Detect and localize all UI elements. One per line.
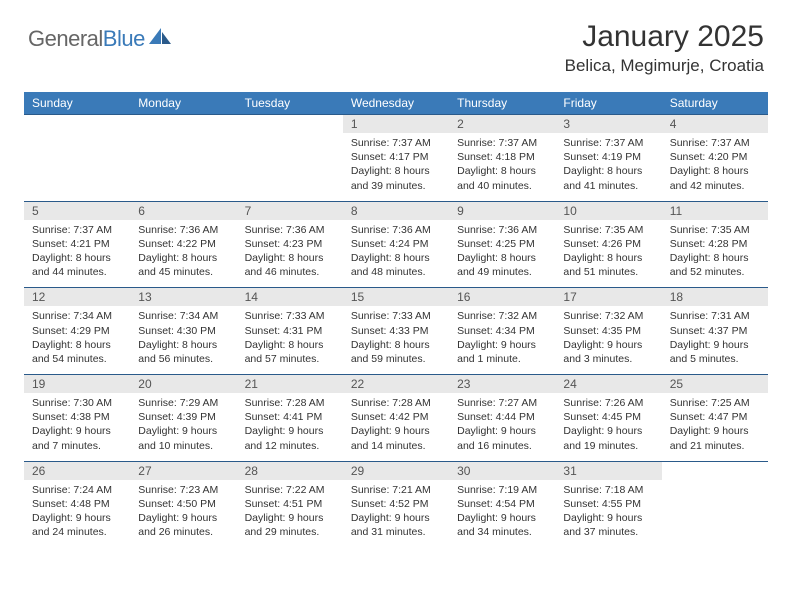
day-detail: Sunrise: 7:23 AMSunset: 4:50 PMDaylight:… bbox=[130, 480, 236, 548]
day-header-row: SundayMondayTuesdayWednesdayThursdayFrid… bbox=[24, 92, 768, 115]
empty-cell bbox=[24, 115, 130, 134]
day-number: 12 bbox=[24, 288, 130, 307]
day-number-row: 1234 bbox=[24, 115, 768, 134]
logo: GeneralBlue bbox=[28, 26, 173, 52]
day-number: 23 bbox=[449, 375, 555, 394]
logo-word-general: General bbox=[28, 26, 103, 51]
header: GeneralBlue January 2025 Belica, Megimur… bbox=[0, 0, 792, 84]
day-detail-row: Sunrise: 7:24 AMSunset: 4:48 PMDaylight:… bbox=[24, 480, 768, 548]
day-detail-row: Sunrise: 7:34 AMSunset: 4:29 PMDaylight:… bbox=[24, 306, 768, 374]
day-number: 4 bbox=[662, 115, 768, 134]
day-detail: Sunrise: 7:24 AMSunset: 4:48 PMDaylight:… bbox=[24, 480, 130, 548]
day-detail: Sunrise: 7:32 AMSunset: 4:34 PMDaylight:… bbox=[449, 306, 555, 374]
day-number: 17 bbox=[555, 288, 661, 307]
day-detail: Sunrise: 7:21 AMSunset: 4:52 PMDaylight:… bbox=[343, 480, 449, 548]
day-number: 9 bbox=[449, 201, 555, 220]
day-detail: Sunrise: 7:37 AMSunset: 4:19 PMDaylight:… bbox=[555, 133, 661, 201]
day-detail: Sunrise: 7:33 AMSunset: 4:31 PMDaylight:… bbox=[237, 306, 343, 374]
day-header: Thursday bbox=[449, 92, 555, 115]
day-number-row: 567891011 bbox=[24, 201, 768, 220]
day-number: 27 bbox=[130, 461, 236, 480]
day-detail-row: Sunrise: 7:30 AMSunset: 4:38 PMDaylight:… bbox=[24, 393, 768, 461]
day-number: 30 bbox=[449, 461, 555, 480]
day-number: 21 bbox=[237, 375, 343, 394]
month-title: January 2025 bbox=[565, 20, 764, 54]
day-header: Friday bbox=[555, 92, 661, 115]
day-detail: Sunrise: 7:34 AMSunset: 4:30 PMDaylight:… bbox=[130, 306, 236, 374]
day-detail: Sunrise: 7:32 AMSunset: 4:35 PMDaylight:… bbox=[555, 306, 661, 374]
empty-cell bbox=[24, 133, 130, 201]
day-detail: Sunrise: 7:33 AMSunset: 4:33 PMDaylight:… bbox=[343, 306, 449, 374]
day-number: 15 bbox=[343, 288, 449, 307]
day-detail: Sunrise: 7:30 AMSunset: 4:38 PMDaylight:… bbox=[24, 393, 130, 461]
day-detail: Sunrise: 7:34 AMSunset: 4:29 PMDaylight:… bbox=[24, 306, 130, 374]
day-detail: Sunrise: 7:28 AMSunset: 4:41 PMDaylight:… bbox=[237, 393, 343, 461]
empty-cell bbox=[662, 480, 768, 548]
day-number-row: 262728293031 bbox=[24, 461, 768, 480]
empty-cell bbox=[662, 461, 768, 480]
day-number: 11 bbox=[662, 201, 768, 220]
day-number-row: 12131415161718 bbox=[24, 288, 768, 307]
day-detail: Sunrise: 7:36 AMSunset: 4:25 PMDaylight:… bbox=[449, 220, 555, 288]
day-header: Saturday bbox=[662, 92, 768, 115]
day-number: 26 bbox=[24, 461, 130, 480]
day-number: 19 bbox=[24, 375, 130, 394]
day-detail: Sunrise: 7:26 AMSunset: 4:45 PMDaylight:… bbox=[555, 393, 661, 461]
day-number: 22 bbox=[343, 375, 449, 394]
day-detail: Sunrise: 7:28 AMSunset: 4:42 PMDaylight:… bbox=[343, 393, 449, 461]
day-detail: Sunrise: 7:18 AMSunset: 4:55 PMDaylight:… bbox=[555, 480, 661, 548]
day-detail: Sunrise: 7:37 AMSunset: 4:18 PMDaylight:… bbox=[449, 133, 555, 201]
day-detail-row: Sunrise: 7:37 AMSunset: 4:17 PMDaylight:… bbox=[24, 133, 768, 201]
day-detail: Sunrise: 7:37 AMSunset: 4:21 PMDaylight:… bbox=[24, 220, 130, 288]
empty-cell bbox=[237, 115, 343, 134]
day-detail: Sunrise: 7:37 AMSunset: 4:20 PMDaylight:… bbox=[662, 133, 768, 201]
day-number: 31 bbox=[555, 461, 661, 480]
day-detail: Sunrise: 7:35 AMSunset: 4:26 PMDaylight:… bbox=[555, 220, 661, 288]
day-number: 16 bbox=[449, 288, 555, 307]
day-header: Tuesday bbox=[237, 92, 343, 115]
day-detail: Sunrise: 7:22 AMSunset: 4:51 PMDaylight:… bbox=[237, 480, 343, 548]
day-header: Wednesday bbox=[343, 92, 449, 115]
title-block: January 2025 Belica, Megimurje, Croatia bbox=[565, 20, 764, 76]
day-number: 7 bbox=[237, 201, 343, 220]
day-number: 28 bbox=[237, 461, 343, 480]
day-header: Sunday bbox=[24, 92, 130, 115]
day-number: 2 bbox=[449, 115, 555, 134]
calendar-body: 1234Sunrise: 7:37 AMSunset: 4:17 PMDayli… bbox=[24, 115, 768, 548]
day-detail: Sunrise: 7:36 AMSunset: 4:24 PMDaylight:… bbox=[343, 220, 449, 288]
empty-cell bbox=[237, 133, 343, 201]
day-number: 13 bbox=[130, 288, 236, 307]
logo-sail-icon bbox=[149, 28, 173, 46]
day-detail: Sunrise: 7:25 AMSunset: 4:47 PMDaylight:… bbox=[662, 393, 768, 461]
day-detail: Sunrise: 7:35 AMSunset: 4:28 PMDaylight:… bbox=[662, 220, 768, 288]
location: Belica, Megimurje, Croatia bbox=[565, 56, 764, 76]
day-number: 20 bbox=[130, 375, 236, 394]
empty-cell bbox=[130, 115, 236, 134]
calendar-table: SundayMondayTuesdayWednesdayThursdayFrid… bbox=[24, 92, 768, 547]
day-number: 14 bbox=[237, 288, 343, 307]
day-detail: Sunrise: 7:19 AMSunset: 4:54 PMDaylight:… bbox=[449, 480, 555, 548]
day-detail: Sunrise: 7:27 AMSunset: 4:44 PMDaylight:… bbox=[449, 393, 555, 461]
day-number: 8 bbox=[343, 201, 449, 220]
logo-word-blue: Blue bbox=[103, 26, 145, 51]
day-number: 25 bbox=[662, 375, 768, 394]
empty-cell bbox=[130, 133, 236, 201]
day-number: 5 bbox=[24, 201, 130, 220]
day-number: 3 bbox=[555, 115, 661, 134]
day-number-row: 19202122232425 bbox=[24, 375, 768, 394]
day-header: Monday bbox=[130, 92, 236, 115]
day-number: 1 bbox=[343, 115, 449, 134]
logo-text: GeneralBlue bbox=[28, 26, 145, 52]
day-detail-row: Sunrise: 7:37 AMSunset: 4:21 PMDaylight:… bbox=[24, 220, 768, 288]
day-number: 10 bbox=[555, 201, 661, 220]
day-number: 6 bbox=[130, 201, 236, 220]
day-detail: Sunrise: 7:37 AMSunset: 4:17 PMDaylight:… bbox=[343, 133, 449, 201]
day-number: 24 bbox=[555, 375, 661, 394]
day-number: 29 bbox=[343, 461, 449, 480]
day-detail: Sunrise: 7:31 AMSunset: 4:37 PMDaylight:… bbox=[662, 306, 768, 374]
day-number: 18 bbox=[662, 288, 768, 307]
day-detail: Sunrise: 7:29 AMSunset: 4:39 PMDaylight:… bbox=[130, 393, 236, 461]
day-detail: Sunrise: 7:36 AMSunset: 4:23 PMDaylight:… bbox=[237, 220, 343, 288]
day-detail: Sunrise: 7:36 AMSunset: 4:22 PMDaylight:… bbox=[130, 220, 236, 288]
